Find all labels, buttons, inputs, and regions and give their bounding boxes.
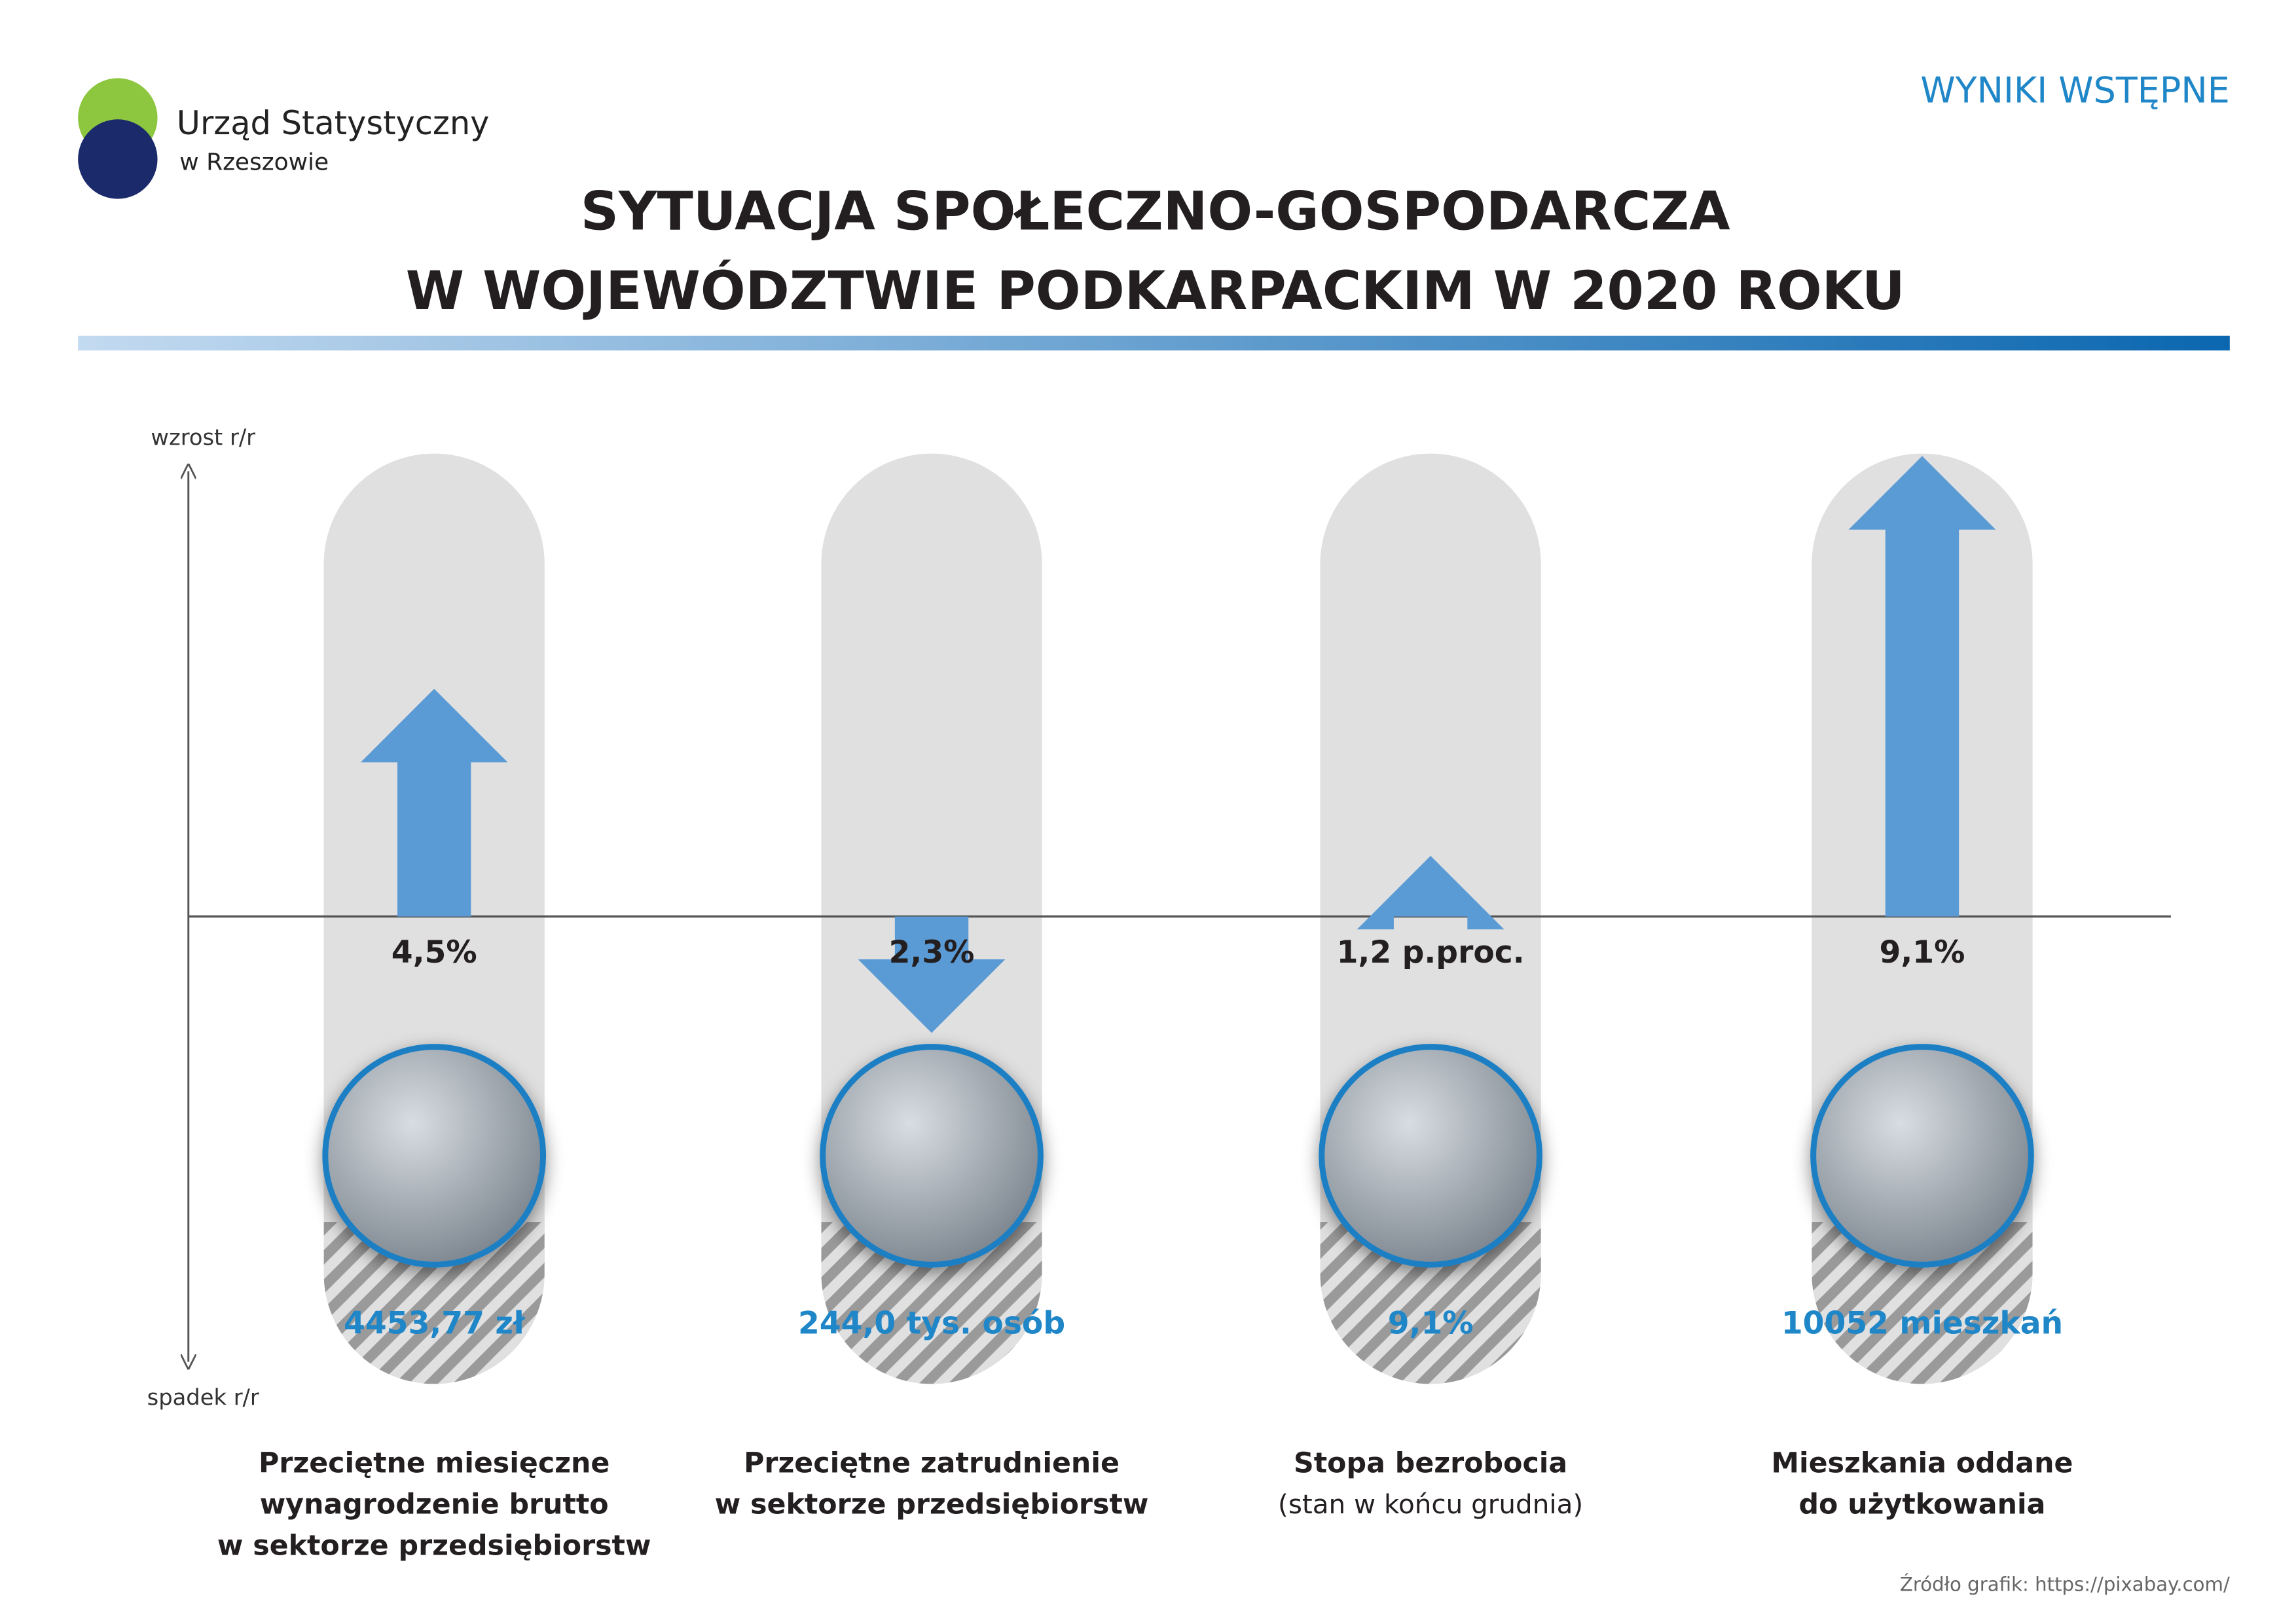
value-label: 9,1%	[1880, 934, 1965, 970]
category-label: w sektorze przedsiębiorstw	[715, 1488, 1149, 1521]
category-label: w sektorze przedsiębiorstw	[217, 1529, 651, 1562]
category-label: do użytkowania	[1798, 1488, 2045, 1521]
category-label: Mieszkania oddane	[1772, 1447, 2073, 1480]
category-label: Przeciętne miesięczne	[259, 1447, 610, 1480]
value-label: 4,5%	[392, 934, 477, 970]
agency: Urząd Statystyczny	[177, 104, 490, 142]
axis-label: spadek r/r	[147, 1384, 259, 1410]
level: 10052 mieszkań	[1781, 1305, 2063, 1341]
level: 244,0 tys. osób	[798, 1305, 1065, 1341]
category-label: Przeciętne zatrudnienie	[744, 1447, 1120, 1480]
arrow	[858, 916, 1006, 1033]
photo	[820, 1044, 1044, 1268]
header-bar	[78, 335, 2230, 351]
level: 9,1%	[1388, 1305, 1474, 1341]
photo	[1810, 1044, 2034, 1268]
arrow	[1357, 855, 1504, 930]
level: 4453,77 zł	[344, 1305, 526, 1341]
arrow	[1848, 456, 1996, 917]
photo	[322, 1044, 547, 1268]
badge: WYNIKI WSTĘPNE	[1920, 69, 2230, 111]
category-label: wynagrodzenie brutto	[260, 1488, 609, 1521]
agency-sub: w Rzeszowie	[179, 149, 329, 176]
category-note: (stan w końcu grudnia)	[1278, 1488, 1583, 1520]
title: SYTUACJA SPOŁECZNO-GOSPODARCZA	[581, 181, 1730, 242]
value-label: 1,2 p.proc.	[1337, 934, 1525, 970]
title: W WOJEWÓDZTWIE PODKARPACKIM W 2020 ROKU	[406, 260, 1905, 322]
axis-label: wzrost r/r	[151, 425, 255, 451]
photo	[1319, 1044, 1542, 1268]
value-label: 2,3%	[889, 934, 975, 970]
logo-circle	[78, 119, 158, 199]
arrow	[360, 688, 508, 917]
source: Źródło grafik: https://pixabay.com/	[1900, 1573, 2230, 1595]
category-label: Stopa bezrobocia	[1294, 1447, 1567, 1480]
